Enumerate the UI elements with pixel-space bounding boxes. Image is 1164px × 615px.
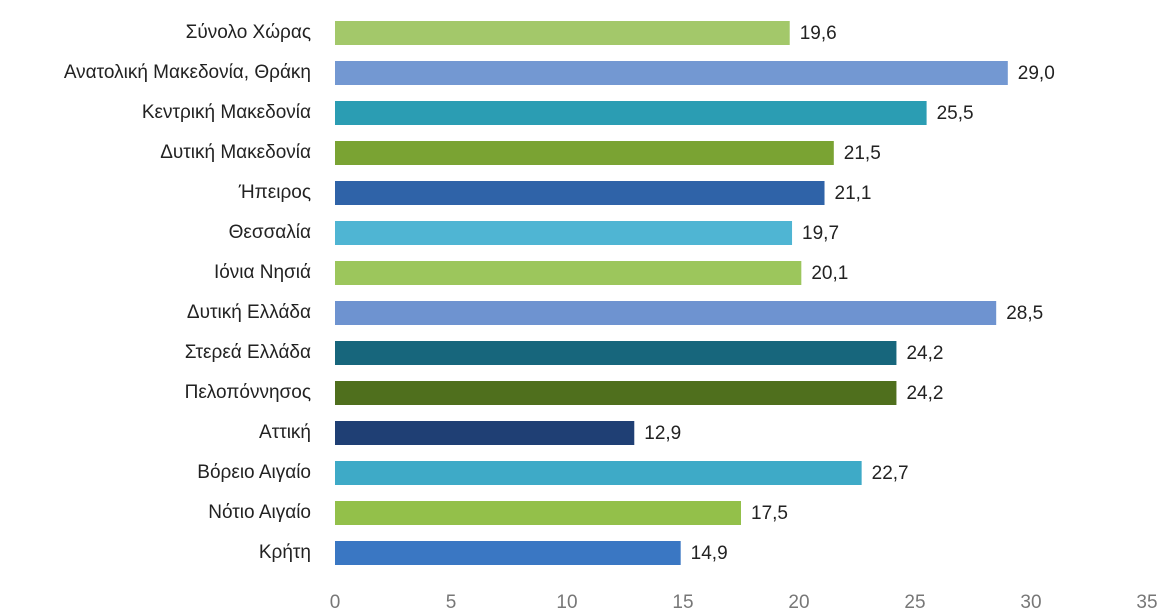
y-tick-label: Δυτική Μακεδονία [160,142,311,163]
y-tick-label: Βόρειο Αιγαίο [197,462,311,483]
value-label: 12,9 [644,423,681,444]
value-label: 19,6 [800,23,837,44]
bar [335,101,927,125]
value-label: 28,5 [1006,303,1043,324]
bar [335,181,825,205]
bar [335,261,802,285]
y-tick-label: Σύνολο Χώρας [186,22,311,43]
y-tick-label: Ανατολική Μακεδονία, Θράκη [64,62,311,83]
x-tick-label: 30 [1020,592,1041,613]
bar [335,541,681,565]
y-tick-label: Αττική [259,422,311,443]
y-tick-label: Ήπειρος [238,182,311,203]
bar [335,21,790,45]
x-tick-label: 15 [672,592,693,613]
x-tick-label: 35 [1136,592,1157,613]
bar [335,221,793,245]
value-label: 29,0 [1018,63,1055,84]
bar [335,301,997,325]
bar [335,461,862,485]
x-tick-label: 25 [904,592,925,613]
y-tick-label: Στερεά Ελλάδα [185,342,311,363]
y-tick-label: Πελοπόννησος [185,382,311,403]
value-label: 21,1 [835,183,872,204]
y-tick-label: Κρήτη [259,542,311,563]
bar [335,501,741,525]
y-tick-label: Νότιο Αιγαίο [208,502,311,523]
y-tick-label: Θεσσαλία [229,222,311,243]
x-tick-label: 10 [556,592,577,613]
value-label: 24,2 [906,383,943,404]
y-tick-label: Κεντρική Μακεδονία [142,102,311,123]
value-label: 25,5 [937,103,974,124]
x-tick-label: 20 [788,592,809,613]
bar [335,61,1008,85]
x-tick-label: 0 [330,592,341,613]
bar [335,141,834,165]
bar [335,341,897,365]
value-label: 21,5 [844,143,881,164]
y-tick-label: Ιόνια Νησιά [214,262,311,283]
value-label: 20,1 [811,263,848,284]
x-tick-label: 5 [446,592,457,613]
y-tick-label: Δυτική Ελλάδα [187,302,311,323]
value-label: 17,5 [751,503,788,524]
bar [335,381,897,405]
bar [335,421,635,445]
value-label: 19,7 [802,223,839,244]
value-label: 22,7 [872,463,909,484]
value-label: 24,2 [906,343,943,364]
value-label: 14,9 [691,543,728,564]
